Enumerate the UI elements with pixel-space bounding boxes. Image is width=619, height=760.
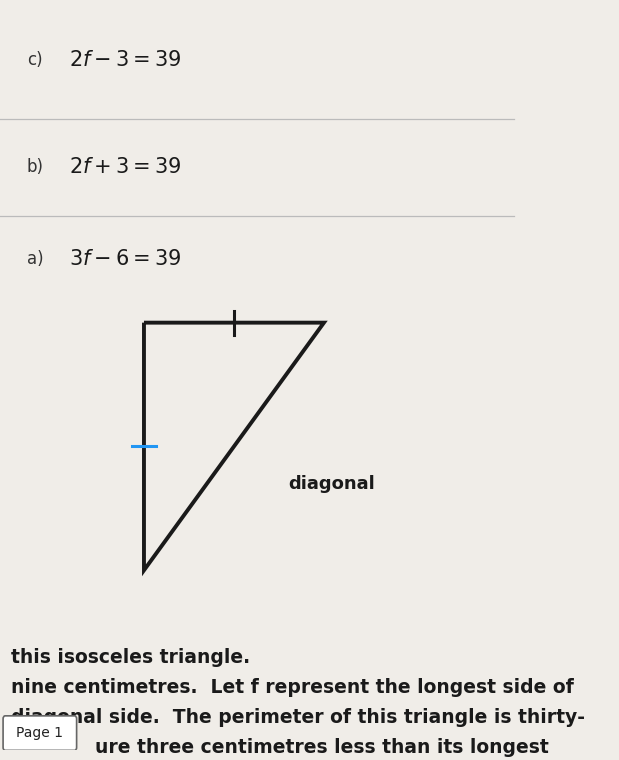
Text: b): b)	[27, 157, 44, 176]
Text: diagonal side.  The perimeter of this triangle is thirty-: diagonal side. The perimeter of this tri…	[11, 708, 586, 727]
Text: $2f+3=39$: $2f+3=39$	[69, 157, 182, 176]
Text: c): c)	[27, 51, 42, 69]
Text: ure three centimetres less than its longest: ure three centimetres less than its long…	[95, 739, 549, 758]
Text: $3f-6=39$: $3f-6=39$	[69, 249, 182, 269]
FancyBboxPatch shape	[3, 716, 77, 750]
Text: a): a)	[27, 250, 43, 268]
Text: diagonal: diagonal	[288, 475, 374, 493]
Text: Page 1: Page 1	[16, 726, 63, 740]
Text: $2f-3=39$: $2f-3=39$	[69, 50, 182, 70]
Text: this isosceles triangle.: this isosceles triangle.	[11, 648, 251, 667]
Text: nine centimetres.  Let f represent the longest side of: nine centimetres. Let f represent the lo…	[11, 679, 574, 698]
